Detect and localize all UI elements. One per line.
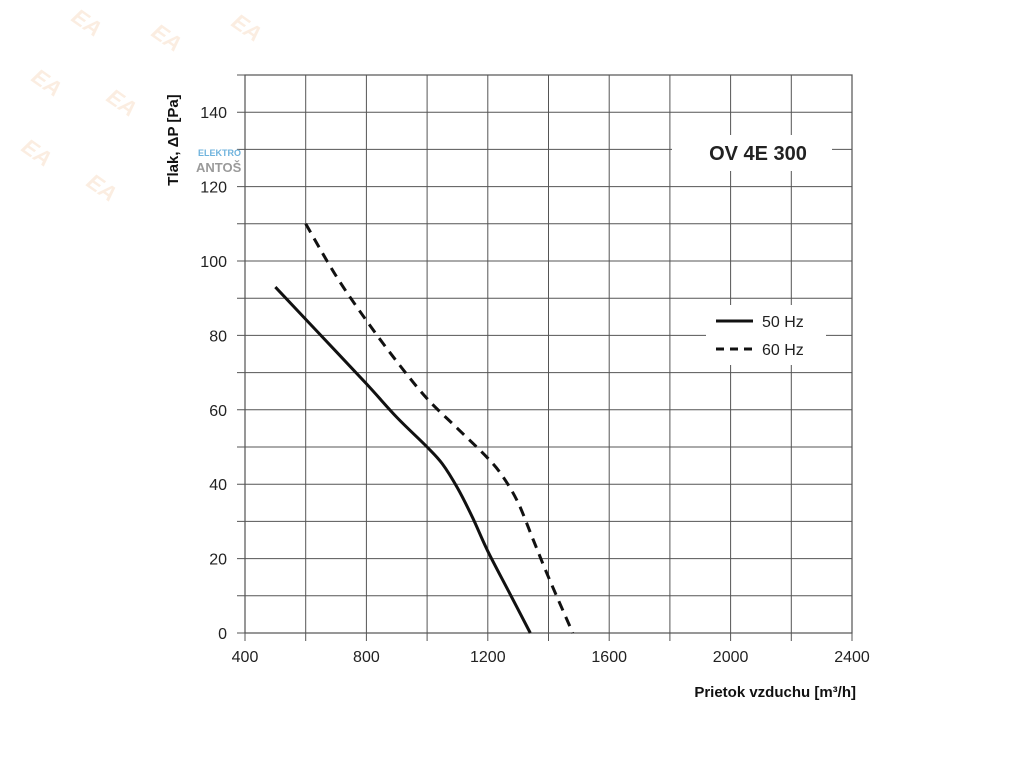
logo-top-text: ELEKTRO xyxy=(198,148,241,158)
watermark-mark: EA xyxy=(102,84,141,122)
watermark-mark: EA xyxy=(147,19,186,57)
watermark-mark: EA xyxy=(17,134,56,172)
x-tick-label: 2400 xyxy=(834,649,870,666)
x-axis-label: Prietok vzduchu [m³/h] xyxy=(694,684,856,701)
title-background xyxy=(672,135,832,171)
watermark-mark: EA xyxy=(82,169,121,207)
y-tick-label: 100 xyxy=(200,254,227,271)
legend-label-50hz: 50 Hz xyxy=(762,314,804,331)
x-tick-label: 1600 xyxy=(591,649,627,666)
watermark-mark: EA xyxy=(227,9,266,47)
x-tick-label: 800 xyxy=(353,649,380,666)
series-line-50hz xyxy=(274,286,532,634)
y-tick-label: 0 xyxy=(218,626,227,643)
x-tick-label: 1200 xyxy=(470,649,506,666)
tick-labels: 400 800 1200 1600 2000 2400 0 20 40 60 80 100 120 140 xyxy=(200,105,870,666)
y-tick-label: 140 xyxy=(200,105,227,122)
chart-title: OV 4E 300 xyxy=(709,143,807,165)
logo-bottom-text: ANTOŠ xyxy=(196,160,242,175)
elektro-antos-logo: ELEKTRO ANTOŠ xyxy=(196,148,242,175)
legend: 50 Hz 60 Hz xyxy=(706,305,826,365)
x-tick-label: 2000 xyxy=(713,649,749,666)
series-line-60hz xyxy=(304,223,575,634)
y-tick-label: 80 xyxy=(209,328,227,345)
watermark-mark: EA xyxy=(27,64,66,102)
y-tick-label: 120 xyxy=(200,180,227,197)
watermark-mark: EA xyxy=(67,4,106,42)
y-tick-label: 60 xyxy=(209,403,227,420)
y-axis-label: Tlak, ΔP [Pa] xyxy=(165,94,182,185)
grid xyxy=(237,74,853,641)
series-lines xyxy=(274,223,575,634)
x-tick-label: 400 xyxy=(232,649,259,666)
y-tick-label: 40 xyxy=(209,477,227,494)
legend-label-60hz: 60 Hz xyxy=(762,342,804,359)
legend-background xyxy=(706,305,826,365)
y-tick-label: 20 xyxy=(209,552,227,569)
